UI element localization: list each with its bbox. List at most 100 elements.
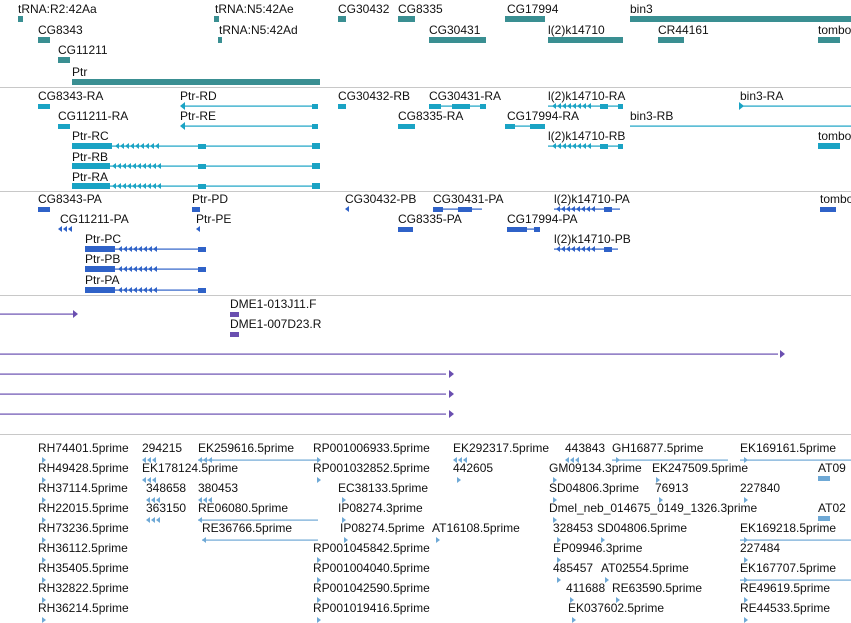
feature-label: CG11211	[58, 43, 108, 57]
strand-arrow-right	[557, 537, 561, 543]
strand-arrow-left	[151, 497, 155, 503]
feature-block	[630, 16, 851, 22]
strand-arrow-right	[42, 557, 46, 563]
feature-label: RH73236.5prime	[38, 521, 129, 535]
feature-line	[554, 248, 618, 250]
feature-label: 443843	[565, 441, 605, 455]
feature-label: l(2)k14710-RA	[548, 89, 625, 103]
strand-arrow-right	[557, 577, 561, 583]
feature-label: CG8343-PA	[38, 192, 102, 206]
feature-line	[202, 539, 318, 541]
strand-arrow-left	[582, 103, 586, 109]
feature-label: bin3	[630, 2, 653, 16]
strand-arrow-right	[601, 537, 605, 543]
strand-arrow-left	[196, 226, 200, 232]
strand-arrow-left	[150, 143, 154, 149]
feature-block	[230, 312, 239, 317]
feature-label: RE44533.5prime	[740, 601, 830, 615]
strand-arrow-left	[571, 206, 575, 212]
strand-arrow-left	[463, 457, 467, 463]
strand-arrow-right	[42, 457, 46, 463]
strand-arrow-left	[562, 103, 566, 109]
strand-arrow-right	[553, 497, 557, 503]
strand-arrow-right	[42, 497, 46, 503]
strand-arrow-left	[133, 266, 137, 272]
feature-block	[198, 144, 206, 149]
feature-label: CG30432	[338, 2, 390, 16]
feature-label: AT16108.5prime	[432, 521, 520, 535]
feature-block	[548, 37, 623, 43]
feature-label: 227484	[740, 541, 780, 555]
strand-arrow-left	[582, 143, 586, 149]
strand-arrow-right	[42, 597, 46, 603]
feature-label: RH22015.5prime	[38, 501, 129, 515]
feature-label: RH49428.5prime	[38, 461, 129, 475]
strand-arrow-left	[145, 143, 149, 149]
feature-block	[433, 207, 443, 212]
feature-block	[312, 124, 318, 129]
feature-label: CG30432-PB	[345, 192, 416, 206]
feature-line	[740, 105, 851, 107]
feature-label: EK259616.5prime	[198, 441, 294, 455]
feature-label: AT02	[818, 501, 846, 515]
strand-arrow-left	[130, 143, 134, 149]
strand-arrow-left	[566, 206, 570, 212]
strand-arrow-right	[553, 517, 557, 523]
strand-arrow-right	[744, 557, 748, 563]
feature-line	[433, 208, 482, 210]
feature-block	[230, 332, 239, 337]
feature-block	[338, 104, 346, 109]
feature-block	[452, 104, 470, 109]
feature-block	[534, 227, 540, 232]
strand-arrow-left	[202, 537, 206, 543]
strand-arrow-left	[142, 163, 146, 169]
strand-arrow-left	[155, 143, 159, 149]
feature-block	[198, 184, 206, 189]
feature-label: 227840	[740, 481, 780, 495]
feature-label: tRNA:N5:42Ae	[215, 2, 294, 16]
feature-line	[0, 373, 446, 375]
strand-arrow-right	[744, 617, 748, 623]
feature-label: Ptr-RD	[180, 89, 217, 103]
feature-label: CR44161	[658, 23, 709, 37]
strand-arrow-right	[553, 477, 557, 483]
strand-arrow-right	[317, 457, 321, 463]
feature-block	[480, 104, 486, 109]
strand-arrow-right	[616, 457, 620, 463]
strand-arrow-left	[117, 183, 121, 189]
feature-label: RH36112.5prime	[38, 541, 128, 555]
feature-label: 411688	[566, 581, 605, 595]
feature-label: tombo	[818, 23, 851, 37]
feature-line	[0, 413, 446, 415]
strand-arrow-right	[317, 577, 321, 583]
strand-arrow-right	[744, 597, 748, 603]
strand-arrow-left	[132, 183, 136, 189]
strand-arrow-left	[586, 206, 590, 212]
strand-arrow-left	[148, 246, 152, 252]
strand-arrow-left	[153, 287, 157, 293]
feature-label: EP09946.3prime	[553, 541, 643, 555]
strand-arrow-right	[572, 617, 576, 623]
strand-arrow-left	[591, 246, 595, 252]
feature-label: Ptr	[72, 65, 87, 79]
strand-arrow-left	[147, 477, 151, 483]
feature-label: 485457	[553, 561, 593, 575]
track-separator	[0, 87, 851, 88]
feature-label: AT02554.5prime	[601, 561, 689, 575]
feature-label: RP001006933.5prime	[313, 441, 430, 455]
strand-arrow-left	[146, 517, 150, 523]
strand-arrow-left	[562, 143, 566, 149]
strand-arrow-left	[115, 143, 119, 149]
strand-arrow-left	[561, 246, 565, 252]
feature-label: Ptr-RA	[72, 170, 108, 184]
feature-label: 380453	[198, 481, 238, 495]
feature-block	[58, 57, 70, 63]
feature-label: Ptr-PB	[85, 252, 120, 266]
feature-block	[198, 267, 206, 272]
feature-block	[505, 16, 545, 22]
feature-label: EK169161.5prime	[740, 441, 836, 455]
strand-arrow-left	[557, 143, 561, 149]
strand-arrow-left	[208, 497, 212, 503]
feature-label: RH35405.5prime	[38, 561, 129, 575]
feature-block	[58, 124, 70, 129]
